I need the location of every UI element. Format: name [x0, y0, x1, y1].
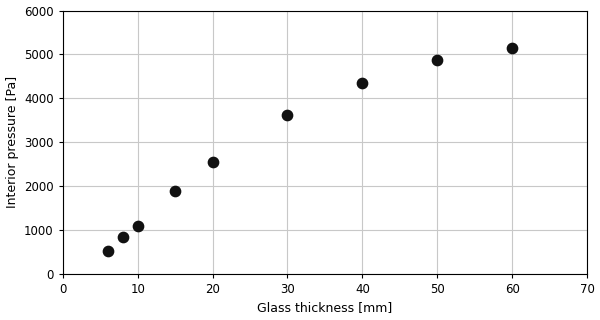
Point	[133, 223, 142, 228]
Point	[358, 81, 367, 86]
Point	[283, 112, 292, 117]
Point	[508, 45, 517, 51]
Point	[208, 159, 217, 164]
Point	[170, 189, 180, 194]
Point	[118, 235, 127, 240]
Point	[433, 58, 442, 63]
X-axis label: Glass thickness [mm]: Glass thickness [mm]	[257, 301, 392, 315]
Point	[103, 248, 112, 253]
Y-axis label: Interior pressure [Pa]: Interior pressure [Pa]	[5, 76, 19, 208]
